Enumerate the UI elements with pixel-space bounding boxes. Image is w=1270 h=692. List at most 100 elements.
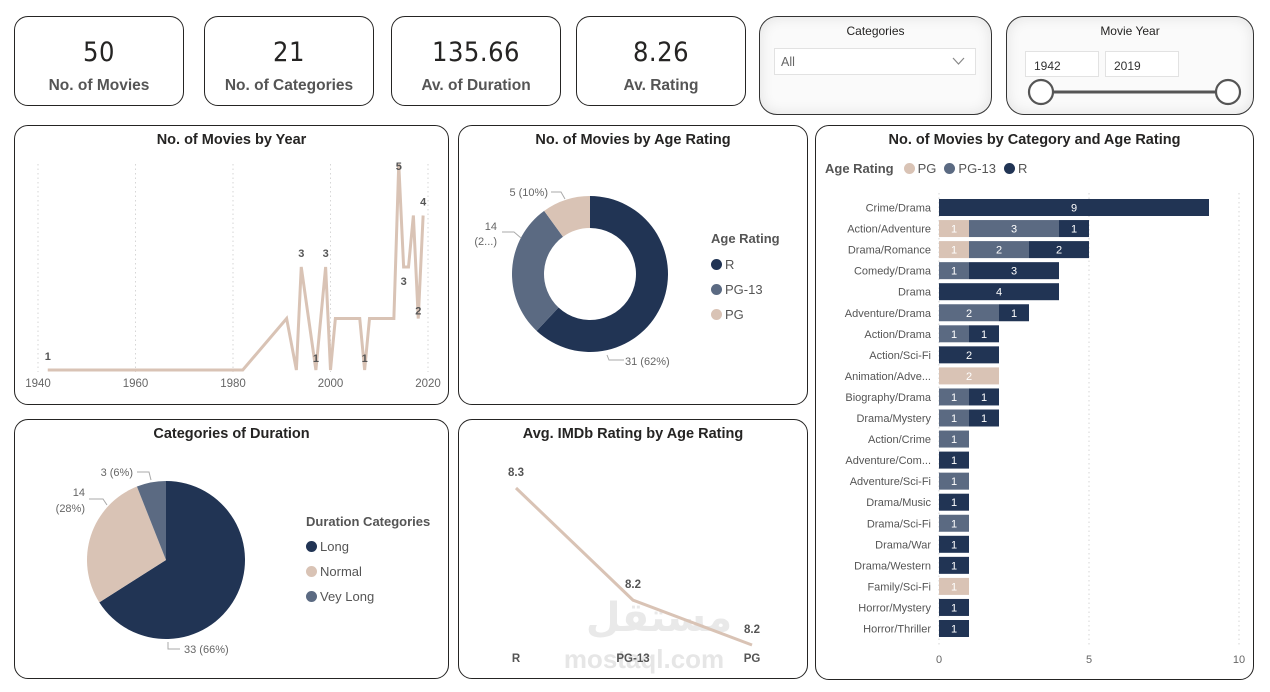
data-label: 3 [401, 276, 407, 288]
category-label: Comedy/Drama [854, 266, 932, 278]
category-label: Drama/Sci-Fi [867, 518, 931, 530]
category-label: Drama [898, 287, 932, 299]
bar-segment-r [969, 409, 999, 427]
category-label: Horror/Thriller [863, 624, 931, 636]
bar-data-label: 1 [981, 329, 987, 341]
bar-segment-pg-13 [939, 409, 969, 427]
x-tick-label: PG-13 [616, 653, 649, 665]
categories-dropdown[interactable]: All [774, 48, 976, 75]
category-label: Biography/Drama [845, 392, 931, 404]
bar-segment-pg-13 [969, 241, 1029, 259]
legend-item-pg13[interactable]: PG-13 [944, 161, 996, 176]
kpi-card-movies: 50 No. of Movies [14, 16, 184, 106]
category-label: Action/Drama [864, 329, 932, 341]
bar-data-label: 2 [1056, 245, 1062, 257]
legend-item-normal[interactable]: Normal [306, 559, 430, 584]
leader-line [502, 231, 522, 239]
bar-segment-pg-13 [939, 472, 969, 490]
bar-segment-r [939, 199, 1209, 216]
series-line [514, 486, 753, 647]
slider-handle-max[interactable] [1214, 78, 1242, 106]
year-from-input[interactable]: 1942 [1025, 51, 1099, 77]
x-tick-label: 1980 [220, 378, 246, 390]
category-label: Action/Sci-Fi [869, 350, 931, 362]
category-label: Horror/Mystery [858, 602, 931, 614]
bar-data-label: 1 [951, 476, 957, 488]
category-label: Crime/Drama [866, 203, 932, 215]
legend-label: PG-13 [958, 161, 996, 176]
chart-title: No. of Movies by Year [156, 132, 307, 148]
legend-item-r[interactable]: R [711, 252, 780, 277]
legend-item-long[interactable]: Long [306, 534, 430, 559]
bar-segment-r [939, 598, 969, 616]
chart-title: Categories of Duration [153, 426, 310, 442]
data-label: 1 [362, 353, 368, 365]
year-range-slider[interactable] [1025, 77, 1245, 109]
bar-data-label: 1 [951, 245, 957, 257]
movies-by-year-chart: 1940 1960 1980 2000 2020 1 3 1 3 1 5 3 2 4 [25, 161, 441, 390]
year-to-input[interactable]: 2019 [1105, 51, 1179, 77]
kpi-label: No. of Movies [48, 77, 150, 94]
bar-segment-r [1029, 241, 1089, 259]
legend-item-very-long[interactable]: Vey Long [306, 584, 430, 609]
legend-item-pg[interactable]: PG [903, 161, 937, 176]
x-tick-label: 1960 [123, 378, 149, 390]
age-rating-donut-chart: 31 (62%) 14 (2...) 5 (10%) [474, 187, 669, 368]
leader-line [89, 498, 108, 506]
legend-item-r[interactable]: R [1004, 161, 1027, 176]
watermark-text: mostaql.com [563, 644, 725, 674]
bar-data-label: 1 [951, 434, 957, 446]
legend-item-pg[interactable]: PG [711, 302, 780, 327]
kpi-card-duration: 135.66 Av. of Duration [391, 16, 561, 106]
kpi-value: 8.26 [632, 37, 690, 68]
data-label: (2...) [474, 236, 497, 248]
legend-label: R [1018, 161, 1028, 176]
legend-label: PG [917, 161, 937, 176]
bar-segment-pg [939, 577, 969, 595]
bar-segment-pg-13 [939, 262, 969, 280]
category-label: Action/Adventure [847, 224, 931, 236]
legend-label: Long [320, 539, 349, 554]
bar-segment-r [999, 304, 1029, 322]
bar-data-label: 1 [951, 518, 957, 530]
legend-label: PG-13 [725, 282, 763, 297]
duration-pie-card: Categories of Duration 33 (66%) 14 (28%) 3 … [14, 419, 449, 679]
bar-data-label: 1 [951, 560, 957, 572]
bar-data-label: 1 [1011, 308, 1017, 320]
series-line [47, 163, 425, 372]
x-tick-label: PG [744, 653, 761, 665]
slider-handle-min[interactable] [1027, 78, 1055, 106]
category-label: Drama/Western [854, 560, 931, 572]
bar-segment-r [939, 283, 1059, 301]
bar-data-label: 1 [951, 329, 957, 341]
data-label: 5 (10%) [509, 187, 548, 199]
bar-data-label: 1 [1071, 224, 1077, 236]
legend-dot [306, 566, 317, 577]
bar-data-label: 2 [966, 308, 972, 320]
data-label: 3 [323, 248, 329, 260]
data-label: 2 [415, 306, 421, 318]
bar-segment-pg-13 [939, 388, 969, 406]
legend-item-pg13[interactable]: PG-13 [711, 277, 780, 302]
leader-line [606, 354, 624, 361]
movie-year-slicer: Movie Year 1942 2019 [1006, 16, 1254, 115]
kpi-card-rating: 8.26 Av. Rating [576, 16, 746, 106]
bar-data-label: 9 [1071, 203, 1077, 215]
bar-data-label: 1 [951, 455, 957, 467]
bar-data-label: 1 [981, 392, 987, 404]
bar-segment-r [969, 388, 999, 406]
x-tick-label: 2000 [318, 378, 344, 390]
bar-segment-r [969, 262, 1059, 280]
movies-by-year-card: No. of Movies by Year 1940 1960 1980 2000 20… [14, 125, 449, 405]
data-label: 33 (66%) [184, 644, 229, 656]
bar-segment-r [1059, 220, 1089, 238]
category-age-bar-chart: 0 5 10 Crime/Drama 9 Action/Adventure 1 3 1 Drama… [845, 193, 1245, 666]
category-label: Drama/Romance [848, 245, 931, 257]
pie-slice-long [99, 481, 245, 639]
kpi-label: Av. Rating [623, 77, 699, 94]
bar-data-label: 2 [966, 350, 972, 362]
category-age-bar-card: No. of Movies by Category and Age Rating… [815, 125, 1254, 680]
donut-slice-r [536, 196, 668, 352]
duration-legend: Duration Categories Long Normal Vey Long [306, 514, 430, 609]
category-label: Adventure/Com... [845, 455, 931, 467]
